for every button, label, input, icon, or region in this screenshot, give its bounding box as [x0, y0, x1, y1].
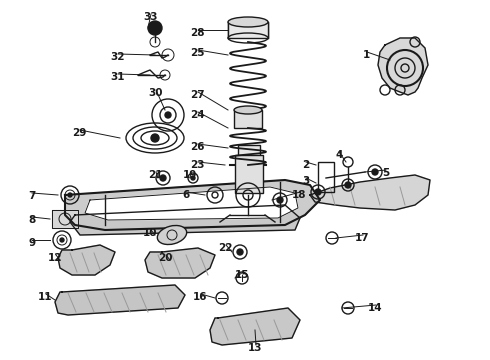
Circle shape: [160, 175, 166, 181]
Text: 27: 27: [190, 90, 205, 100]
Text: 18: 18: [292, 190, 307, 200]
Text: 9: 9: [28, 238, 35, 248]
Text: 25: 25: [190, 48, 204, 58]
Text: 1: 1: [363, 50, 370, 60]
Polygon shape: [145, 248, 215, 278]
Text: 22: 22: [218, 243, 232, 253]
Polygon shape: [378, 38, 428, 95]
Text: 10: 10: [143, 228, 157, 238]
Text: 20: 20: [158, 253, 172, 263]
Text: 23: 23: [190, 160, 204, 170]
Bar: [228, 22, 268, 38]
Polygon shape: [70, 205, 300, 235]
Ellipse shape: [234, 106, 262, 114]
Circle shape: [68, 193, 72, 197]
Text: 24: 24: [190, 110, 205, 120]
Text: 19: 19: [183, 170, 197, 180]
Circle shape: [60, 238, 64, 242]
Polygon shape: [85, 187, 298, 220]
Text: 15: 15: [235, 270, 249, 280]
Text: 12: 12: [48, 253, 63, 263]
Polygon shape: [310, 175, 430, 210]
Text: 17: 17: [355, 233, 369, 243]
Circle shape: [151, 134, 159, 142]
Text: 5: 5: [382, 168, 389, 178]
Circle shape: [237, 249, 243, 255]
Bar: [234, 110, 262, 128]
Circle shape: [372, 169, 378, 175]
Text: 29: 29: [72, 128, 86, 138]
Bar: [238, 145, 260, 185]
Text: 30: 30: [148, 88, 163, 98]
Text: 32: 32: [110, 52, 124, 62]
Text: 2: 2: [302, 160, 309, 170]
Circle shape: [277, 197, 283, 203]
Text: 4: 4: [335, 150, 343, 160]
Text: 14: 14: [368, 303, 383, 313]
Text: 3: 3: [302, 176, 309, 186]
Circle shape: [345, 182, 351, 188]
Text: 11: 11: [38, 292, 52, 302]
Text: 13: 13: [248, 343, 263, 353]
Text: 8: 8: [28, 215, 35, 225]
Circle shape: [315, 189, 321, 195]
Text: 28: 28: [190, 28, 204, 38]
Circle shape: [165, 112, 171, 118]
Circle shape: [148, 21, 162, 35]
Polygon shape: [52, 210, 78, 228]
Ellipse shape: [228, 17, 268, 27]
Polygon shape: [65, 180, 320, 230]
Ellipse shape: [157, 225, 187, 244]
Bar: [235, 155, 263, 193]
Text: 33: 33: [143, 12, 157, 22]
Text: 31: 31: [110, 72, 124, 82]
Polygon shape: [55, 285, 185, 315]
Text: 26: 26: [190, 142, 204, 152]
Polygon shape: [210, 308, 300, 345]
Text: 16: 16: [193, 292, 207, 302]
Text: 21: 21: [148, 170, 163, 180]
Bar: [318, 162, 334, 192]
Text: 6: 6: [182, 190, 189, 200]
Text: 7: 7: [28, 191, 35, 201]
Polygon shape: [58, 245, 115, 275]
Circle shape: [191, 176, 195, 180]
